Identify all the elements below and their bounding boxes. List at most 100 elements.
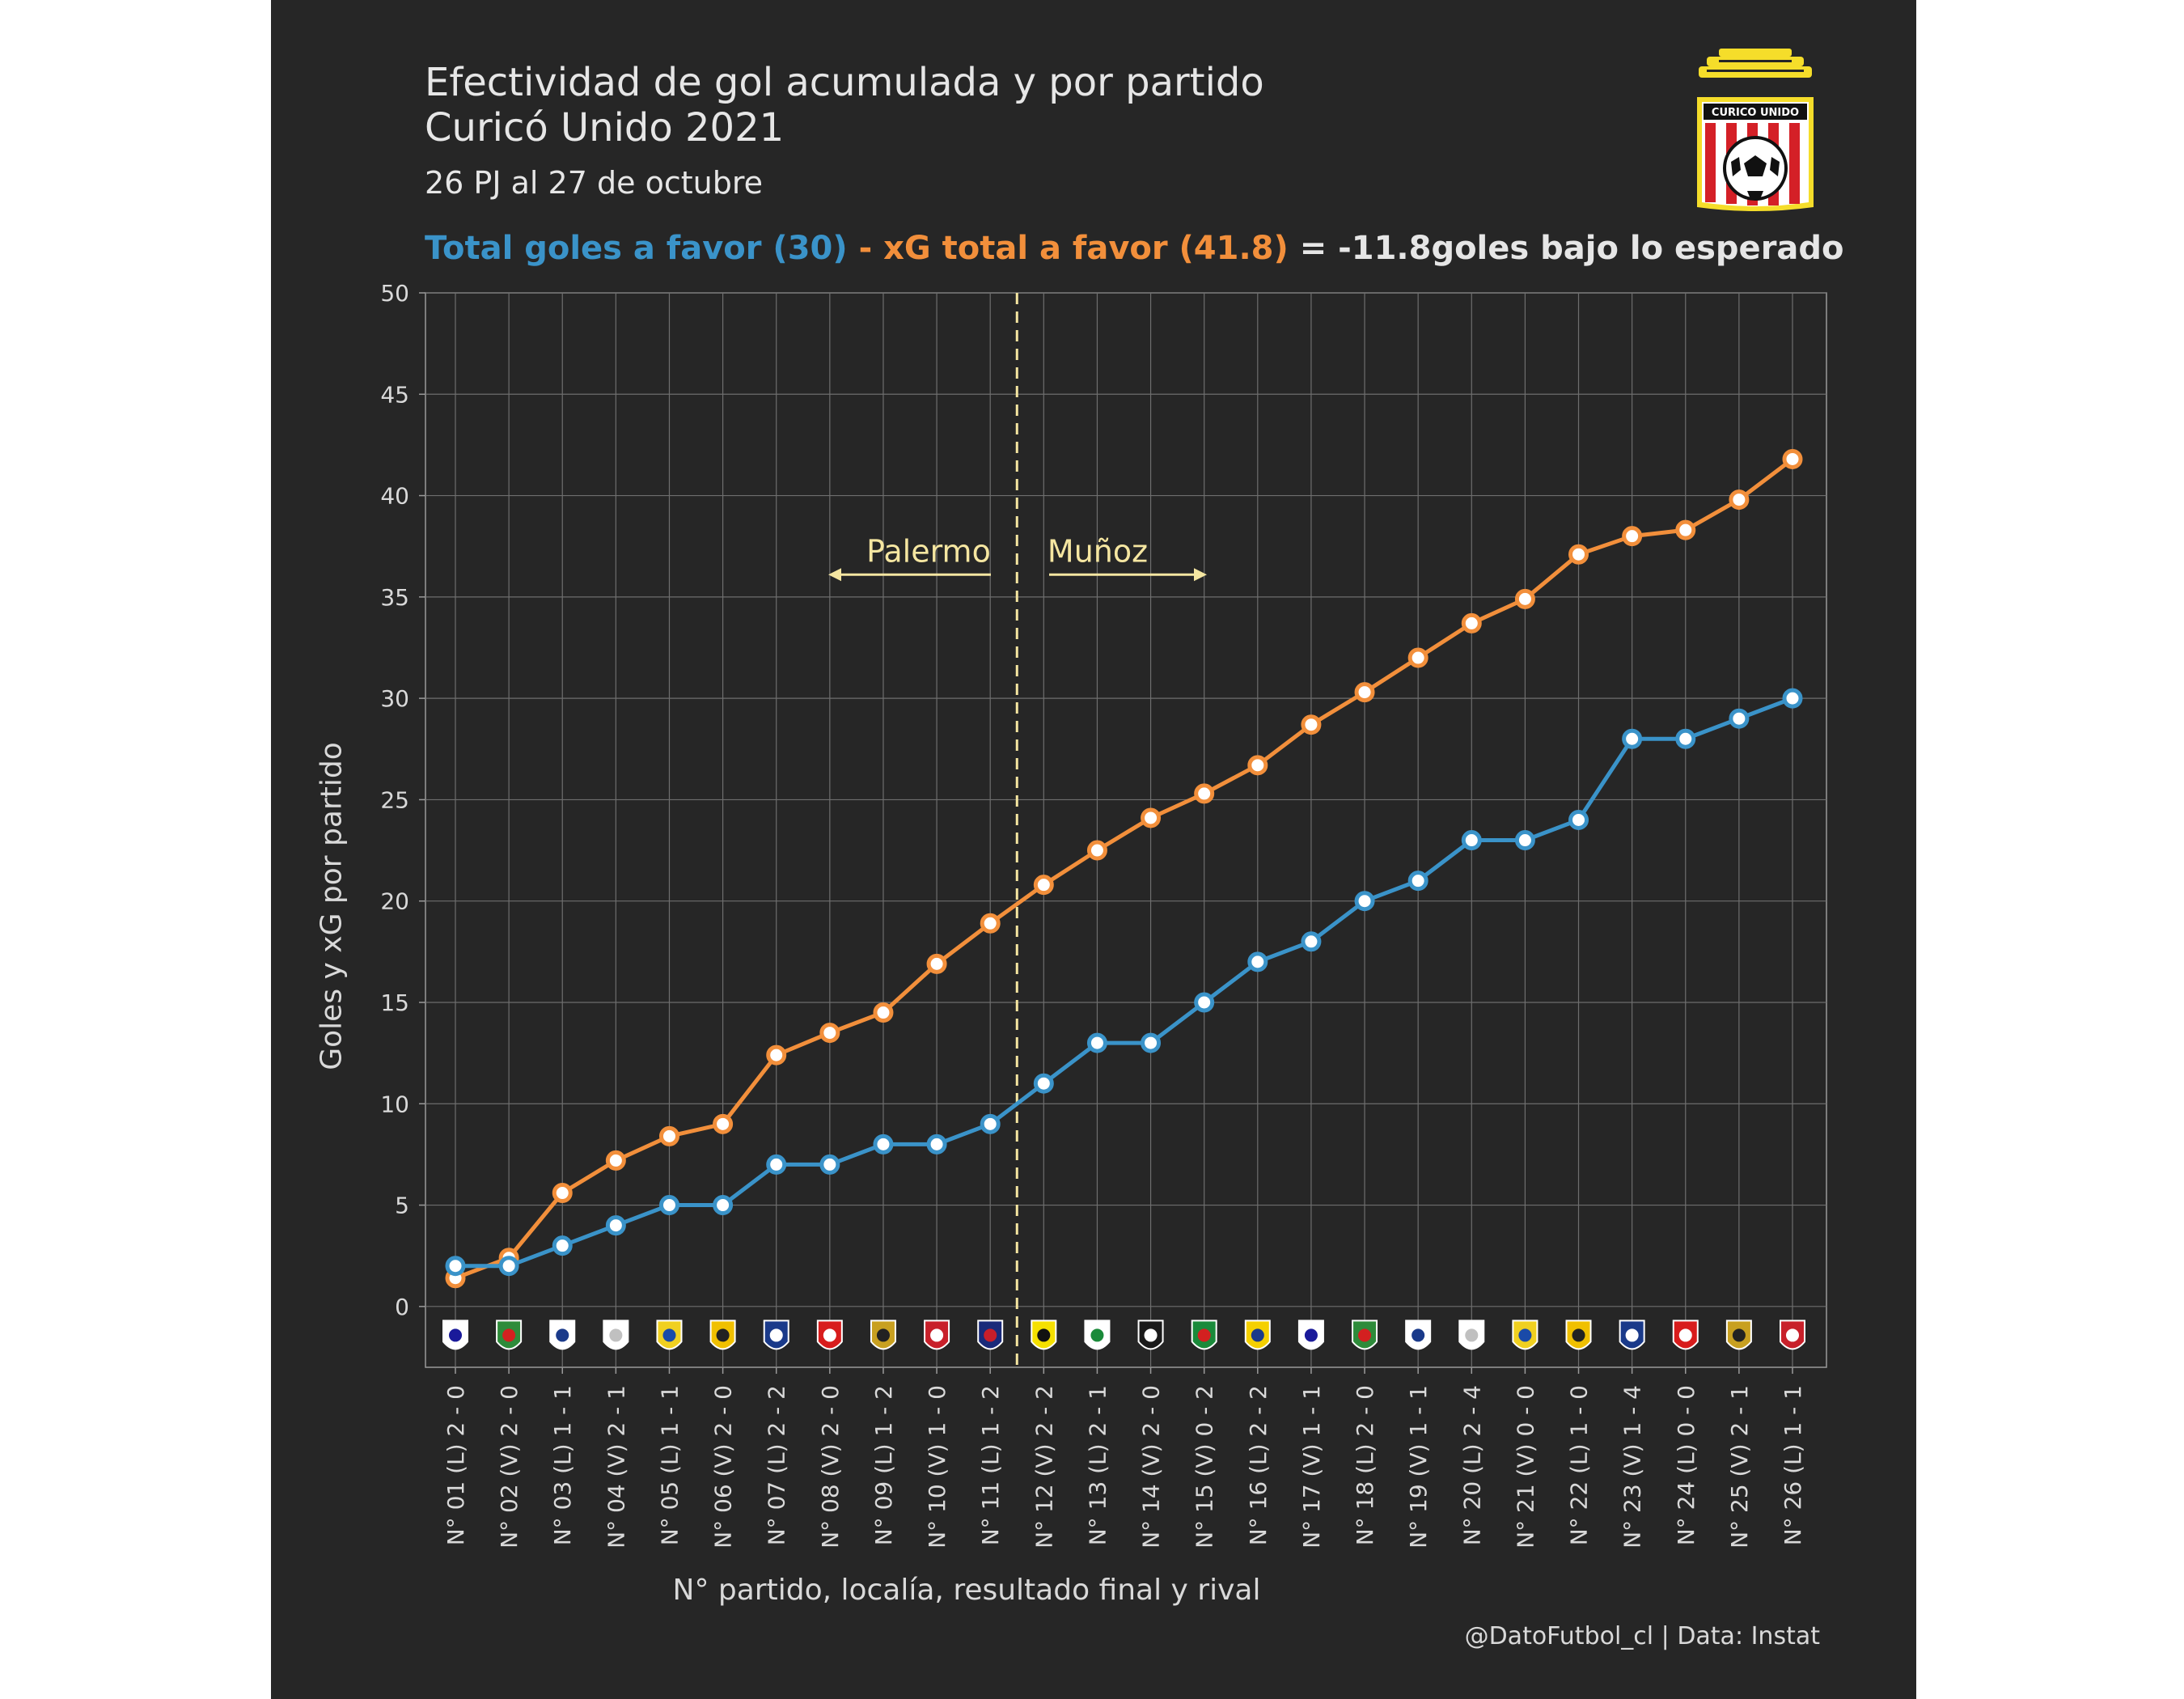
xg-point <box>1086 840 1107 861</box>
x-ticks: N° 01 (L) 2 - 0 N° 02 (V) 2 - 0 N° 03 (L) … <box>442 1367 1806 1549</box>
rival-badge-icon <box>1191 1320 1217 1350</box>
goals-point <box>1622 728 1643 749</box>
x-tick-label: N° 07 (L) 2 - 2 <box>764 1385 790 1545</box>
goals-point <box>1247 951 1268 972</box>
series <box>445 448 1803 1289</box>
rival-badge-icon <box>1619 1320 1645 1350</box>
goals-point <box>1086 1032 1107 1053</box>
goals-point <box>445 1256 466 1277</box>
badge-emblem <box>716 1328 730 1342</box>
rival-badge-icon <box>1137 1320 1164 1350</box>
xg-point <box>1729 489 1750 511</box>
x-tick-label: N° 04 (V) 2 - 1 <box>603 1385 629 1549</box>
rival-badge-icon <box>870 1320 896 1350</box>
arrow-right-icon <box>1194 568 1207 582</box>
x-tick-label: N° 26 (L) 1 - 1 <box>1780 1385 1806 1545</box>
goals-point <box>766 1154 787 1175</box>
xg-point <box>1568 544 1589 565</box>
goals-point <box>1141 1032 1162 1053</box>
logo-text: CURICO UNIDO <box>1712 107 1799 119</box>
goals-point <box>1514 830 1535 851</box>
xg-point <box>605 1150 626 1171</box>
x-tick-label: N° 23 (V) 1 - 4 <box>1619 1385 1646 1549</box>
badge-emblem <box>662 1328 676 1342</box>
goals-point <box>1568 809 1589 830</box>
badge-emblem <box>1572 1328 1585 1342</box>
xg-point <box>1033 875 1054 896</box>
badge-emblem <box>449 1328 462 1342</box>
goals-point <box>1675 728 1696 749</box>
xg-point <box>1461 612 1482 633</box>
y-tick-label: 50 <box>380 280 409 307</box>
xg-point <box>980 913 1001 934</box>
x-tick-label: N° 22 (L) 1 - 0 <box>1566 1385 1593 1545</box>
x-axis-label: N° partido, localía, resultado final y r… <box>672 1574 1261 1607</box>
rival-badge-icon <box>709 1320 736 1350</box>
goals-point <box>1301 931 1322 952</box>
rival-badge-icon <box>1405 1320 1432 1350</box>
xg-point <box>713 1113 734 1134</box>
x-tick-label: N° 08 (V) 2 - 0 <box>817 1385 844 1549</box>
badge-emblem <box>930 1328 944 1342</box>
badge-emblem <box>1304 1328 1318 1342</box>
coach-annotations: Palermo Muñoz <box>828 293 1207 1367</box>
badge-emblem <box>1358 1328 1372 1342</box>
y-tick-label: 25 <box>380 786 409 813</box>
rival-badge-icon <box>1031 1320 1057 1350</box>
goals-point <box>980 1113 1001 1134</box>
rival-badge-icon <box>549 1320 576 1350</box>
y-tick-label: 20 <box>380 888 409 915</box>
x-tick-label: N° 09 (L) 1 - 2 <box>870 1385 897 1545</box>
xg-point <box>1782 448 1803 469</box>
y-ticks: 0 5 10 15 20 25 30 35 40 45 50 <box>380 280 425 1320</box>
badge-emblem <box>823 1328 836 1342</box>
goals-point <box>873 1133 894 1155</box>
badge-emblem <box>1251 1328 1264 1342</box>
x-tick-label: N° 13 (L) 2 - 1 <box>1084 1385 1111 1545</box>
annotation-palermo: Palermo <box>866 533 991 569</box>
goals-point <box>1354 891 1375 912</box>
rival-badge-icon <box>442 1320 468 1350</box>
x-tick-label: N° 11 (L) 1 - 2 <box>977 1385 1004 1545</box>
x-tick-label: N° 02 (V) 2 - 0 <box>496 1385 523 1549</box>
x-tick-label: N° 24 (L) 0 - 0 <box>1673 1385 1699 1545</box>
chart-subtitle: 26 PJ al 27 de octubre <box>425 165 763 201</box>
xg-series-line <box>455 457 1794 1281</box>
rival-badge-icon <box>656 1320 683 1350</box>
rival-badges <box>442 1320 1805 1350</box>
y-tick-label: 35 <box>380 584 409 611</box>
badge-emblem <box>1518 1328 1532 1342</box>
x-tick-label: N° 21 (V) 0 - 0 <box>1512 1385 1539 1549</box>
rival-badge-icon <box>1244 1320 1271 1350</box>
xg-point <box>1514 588 1535 609</box>
rival-badge-icon <box>1297 1320 1324 1350</box>
xg-point <box>926 953 947 974</box>
x-tick-label: N° 15 (V) 0 - 2 <box>1191 1385 1218 1549</box>
summary-result: = -11.8goles bajo lo esperado <box>1288 230 1844 267</box>
x-tick-label: N° 05 (L) 1 - 1 <box>656 1385 683 1545</box>
y-tick-label: 5 <box>395 1193 409 1219</box>
x-tick-label: N° 18 (L) 2 - 0 <box>1352 1385 1378 1545</box>
goals-point <box>1407 871 1428 892</box>
badge-emblem <box>1732 1328 1746 1342</box>
rival-badge-icon <box>1512 1320 1539 1350</box>
crown-icon <box>1699 49 1812 78</box>
xg-point <box>1407 647 1428 668</box>
goals-point <box>1461 830 1482 851</box>
goals-point <box>1782 688 1803 709</box>
y-tick-label: 45 <box>380 381 409 408</box>
goals-point <box>1194 992 1215 1013</box>
xg-point <box>552 1183 573 1204</box>
xg-point <box>658 1125 679 1146</box>
goals-point <box>1729 708 1750 729</box>
y-tick-label: 10 <box>380 1091 409 1117</box>
source-caption: @DatoFutbol_cl | Data: Instat <box>1464 1622 1820 1650</box>
goals-point <box>605 1215 626 1236</box>
goals-point <box>926 1133 947 1155</box>
badge-emblem <box>1625 1328 1639 1342</box>
x-tick-label: N° 06 (V) 2 - 0 <box>710 1385 737 1549</box>
rival-badge-icon <box>763 1320 789 1350</box>
goals-point <box>552 1235 573 1256</box>
badge-emblem <box>1144 1328 1158 1342</box>
